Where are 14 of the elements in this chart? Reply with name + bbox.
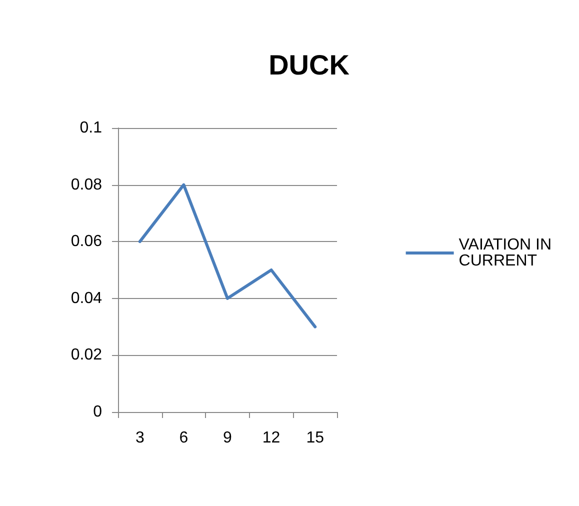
y-tick-label: 0.02 <box>70 346 102 364</box>
y-tick-label: 0.04 <box>70 290 102 307</box>
y-tick-label: 0.08 <box>70 176 102 194</box>
y-tick-label: 0.1 <box>80 120 102 136</box>
x-tick-label: 12 <box>262 430 280 446</box>
x-tick-label: 6 <box>179 430 188 446</box>
line-series <box>138 183 317 328</box>
legend-label: VAIATION IN CURRENT <box>458 236 556 270</box>
x-tick-label: 3 <box>135 430 144 446</box>
chart-title: DUCK <box>268 50 350 80</box>
x-tick-label: 15 <box>306 430 324 446</box>
y-tick-label: 0 <box>93 404 102 420</box>
x-tick-label: 9 <box>223 430 232 446</box>
y-tick-label: 0.06 <box>70 233 102 250</box>
